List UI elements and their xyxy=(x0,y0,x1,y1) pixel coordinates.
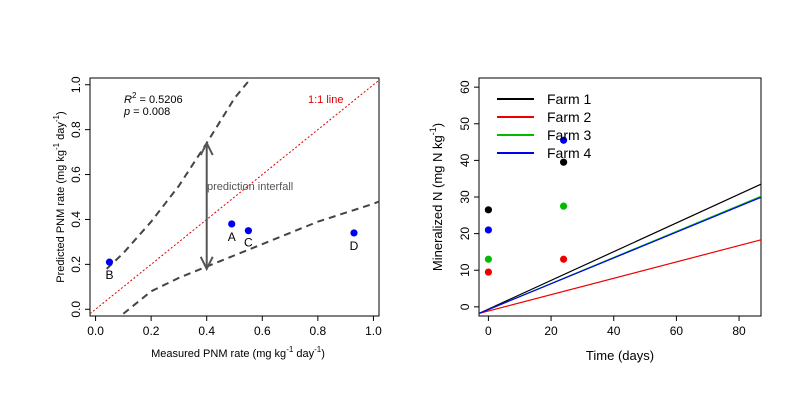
left-x-axis: 0.0 0.2 0.4 0.6 0.8 1.0 xyxy=(87,315,382,338)
point-c xyxy=(244,227,252,235)
x-label-exp2: -1 xyxy=(314,345,322,354)
right-x-tick-label-4: 80 xyxy=(732,324,746,338)
right-x-axis: 0 20 40 60 80 xyxy=(485,315,746,338)
right-y-tick-label-0: 0 xyxy=(458,303,472,310)
r-squared-exponent: 2 xyxy=(132,91,137,100)
y-label-base: Predicted PNM rate (mg kg xyxy=(55,150,67,283)
one-to-one-line xyxy=(89,79,380,315)
left-y-axis: 0.0 0.2 0.4 0.6 0.8 1.0 xyxy=(69,76,91,318)
right-x-tick-label-1: 20 xyxy=(544,324,558,338)
regression-line-farm-2 xyxy=(478,239,762,315)
r-squared-symbol: R xyxy=(124,94,132,106)
p-symbol: p xyxy=(123,106,130,118)
left-x-tick-label-4: 0.8 xyxy=(310,324,327,338)
prediction-interval-label: prediction interfall xyxy=(207,181,293,193)
farm-legend: Farm 1 Farm 2 Farm 3 Farm 4 xyxy=(497,91,592,161)
y-label-exp1: -1 xyxy=(52,142,61,150)
right-y-tick-label-5: 50 xyxy=(458,117,472,131)
x-label-end: ) xyxy=(321,348,325,360)
point-label-a: A xyxy=(228,230,236,244)
left-x-tick-label-0: 0.0 xyxy=(87,324,104,338)
x-label-exp1: -1 xyxy=(286,345,294,354)
x-label-base: Measured PNM rate (mg kg xyxy=(151,348,286,360)
farm-1-point-0 xyxy=(484,206,492,214)
farm-1-point-1 xyxy=(560,158,568,166)
right-y-tick-label-4: 40 xyxy=(458,153,472,167)
left-x-tick-label-3: 0.6 xyxy=(254,324,271,338)
point-label-b: B xyxy=(105,268,113,282)
farm-4-point-1 xyxy=(560,136,568,144)
left-x-tick-label-2: 0.4 xyxy=(198,324,215,338)
mineralized-label-base: Mineralized N (mg N kg xyxy=(430,135,445,271)
right-y-axis-label: Mineralized N (mg N kg-1) xyxy=(428,123,445,271)
right-x-tick-label-3: 60 xyxy=(670,324,684,338)
left-y-tick-label-5: 1.0 xyxy=(69,76,83,93)
farm-2-point-0 xyxy=(484,268,492,276)
legend-label-farm-3: Farm 3 xyxy=(547,127,592,143)
point-d xyxy=(350,229,358,237)
left-x-tick-label-5: 1.0 xyxy=(365,324,382,338)
prediction-interval-arrow xyxy=(199,140,214,272)
mineralized-label-exp: -1 xyxy=(428,127,438,135)
right-x-tick-label-2: 40 xyxy=(607,324,621,338)
legend-label-farm-4: Farm 4 xyxy=(547,145,592,161)
x-label-mid: day xyxy=(293,348,314,360)
left-y-tick-label-4: 0.8 xyxy=(69,121,83,138)
right-y-tick-label-6: 60 xyxy=(458,80,472,94)
farm-2-point-1 xyxy=(560,255,568,263)
right-y-axis: 0 10 20 30 40 50 60 xyxy=(458,80,480,310)
point-label-c: C xyxy=(244,236,253,250)
left-points: A B C D xyxy=(105,220,359,282)
regression-line-farm-4 xyxy=(478,196,762,314)
left-y-tick-label-0: 0.0 xyxy=(69,301,83,318)
left-y-tick-label-2: 0.4 xyxy=(69,211,83,228)
left-panel: 0.0 0.2 0.4 0.6 0.8 1.0 0.0 0.2 0.4 0.6 0.8 1.0 1:… xyxy=(52,76,382,360)
mineralized-label-end: ) xyxy=(430,123,445,127)
left-y-tick-label-1: 0.2 xyxy=(69,256,83,273)
right-y-tick-label-1: 10 xyxy=(458,263,472,277)
prediction-interval-upper xyxy=(105,77,252,270)
point-b xyxy=(105,258,114,266)
y-label-exp2: -1 xyxy=(52,114,61,122)
right-regression-lines xyxy=(478,183,762,315)
right-y-tick-label-3: 30 xyxy=(458,190,472,204)
regression-line-farm-1 xyxy=(478,183,762,314)
interval-arrow-head-top xyxy=(199,140,214,156)
right-x-axis-label: Time (days) xyxy=(586,348,654,363)
left-y-axis-label: Predicted PNM rate (mg kg-1 day-1) xyxy=(52,111,67,282)
p-value-annotation: p = 0.008 xyxy=(123,106,170,118)
left-x-tick-label-1: 0.2 xyxy=(143,324,160,338)
r-squared-annotation: R2 = 0.5206 xyxy=(124,91,183,106)
prediction-interval-lower xyxy=(122,200,380,315)
one-to-one-label: 1:1 line xyxy=(308,94,343,106)
right-y-tick-label-2: 20 xyxy=(458,227,472,241)
r-squared-value: = 0.5206 xyxy=(136,94,182,106)
y-label-end: ) xyxy=(55,111,67,115)
y-label-mid: day xyxy=(55,122,67,143)
p-value: = 0.008 xyxy=(130,106,170,118)
point-label-d: D xyxy=(350,239,359,253)
interval-arrow-head-bottom xyxy=(199,256,214,272)
left-y-tick-label-3: 0.6 xyxy=(69,166,83,183)
left-x-axis-label: Measured PNM rate (mg kg-1 day-1) xyxy=(151,345,325,360)
right-points xyxy=(484,136,568,276)
farm-4-point-0 xyxy=(484,226,492,234)
point-a xyxy=(228,220,236,228)
right-x-tick-label-0: 0 xyxy=(485,324,492,338)
legend-label-farm-2: Farm 2 xyxy=(547,109,592,125)
farm-3-point-1 xyxy=(560,202,568,210)
legend-label-farm-1: Farm 1 xyxy=(547,91,592,107)
farm-3-point-0 xyxy=(484,255,492,263)
